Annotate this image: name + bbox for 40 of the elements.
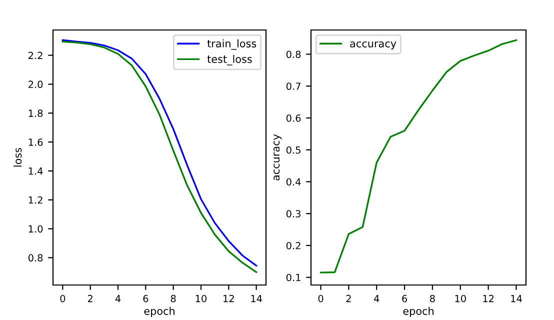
x-tick-label: 4 bbox=[374, 295, 380, 302]
y-tick-label: 1.2 bbox=[28, 196, 42, 204]
y-tick-label: 0.6 bbox=[286, 114, 301, 122]
x-axis-title: epoch bbox=[144, 306, 174, 317]
y-tick-label: 1.4 bbox=[28, 168, 43, 175]
x-tick-label: 12 bbox=[224, 294, 234, 302]
y-axis-title: accuracy bbox=[274, 134, 282, 180]
y-tick-label: 1.0 bbox=[28, 225, 43, 233]
x-tick-label: 4 bbox=[115, 295, 121, 302]
x-tick-label: 14 bbox=[511, 295, 522, 302]
y-tick-label: 2.0 bbox=[28, 80, 43, 88]
x-tick-label: 0 bbox=[318, 294, 324, 302]
legend-label: accuracy bbox=[350, 41, 396, 50]
x-tick-label: 6 bbox=[402, 294, 408, 302]
x-tick-label: 6 bbox=[143, 294, 148, 302]
x-axis-title: epoch bbox=[403, 306, 434, 317]
x-tick-label: 10 bbox=[455, 294, 466, 302]
y-tick-label: 0.3 bbox=[286, 210, 300, 218]
x-tick-label: 14 bbox=[251, 295, 262, 302]
y-tick-label: 0.8 bbox=[28, 254, 43, 262]
y-tick-label: 0.1 bbox=[286, 274, 300, 282]
y-tick-label: 0.4 bbox=[286, 178, 301, 186]
y-tick-label: 1.6 bbox=[28, 138, 43, 146]
legend-label: train_loss bbox=[207, 39, 256, 50]
y-tick-label: 0.7 bbox=[286, 82, 300, 90]
x-tick-label: 8 bbox=[430, 294, 435, 302]
x-tick-label: 0 bbox=[60, 294, 66, 302]
y-axis-title: loss bbox=[14, 148, 22, 167]
x-tick-label: 8 bbox=[170, 294, 176, 302]
y-tick-label: 0.8 bbox=[286, 50, 301, 58]
line-series bbox=[320, 39, 518, 274]
x-tick-label: 12 bbox=[483, 294, 494, 302]
y-tick-label: 0.5 bbox=[286, 146, 300, 154]
x-tick-label: 2 bbox=[346, 294, 351, 302]
y-tick-label: 2.2 bbox=[28, 52, 42, 59]
x-tick-label: 10 bbox=[196, 294, 207, 302]
x-tick-label: 2 bbox=[88, 294, 92, 302]
y-tick-label: 0.2 bbox=[286, 242, 300, 250]
legend-label: test_loss bbox=[207, 54, 252, 66]
y-tick-label: 1.8 bbox=[28, 110, 43, 117]
